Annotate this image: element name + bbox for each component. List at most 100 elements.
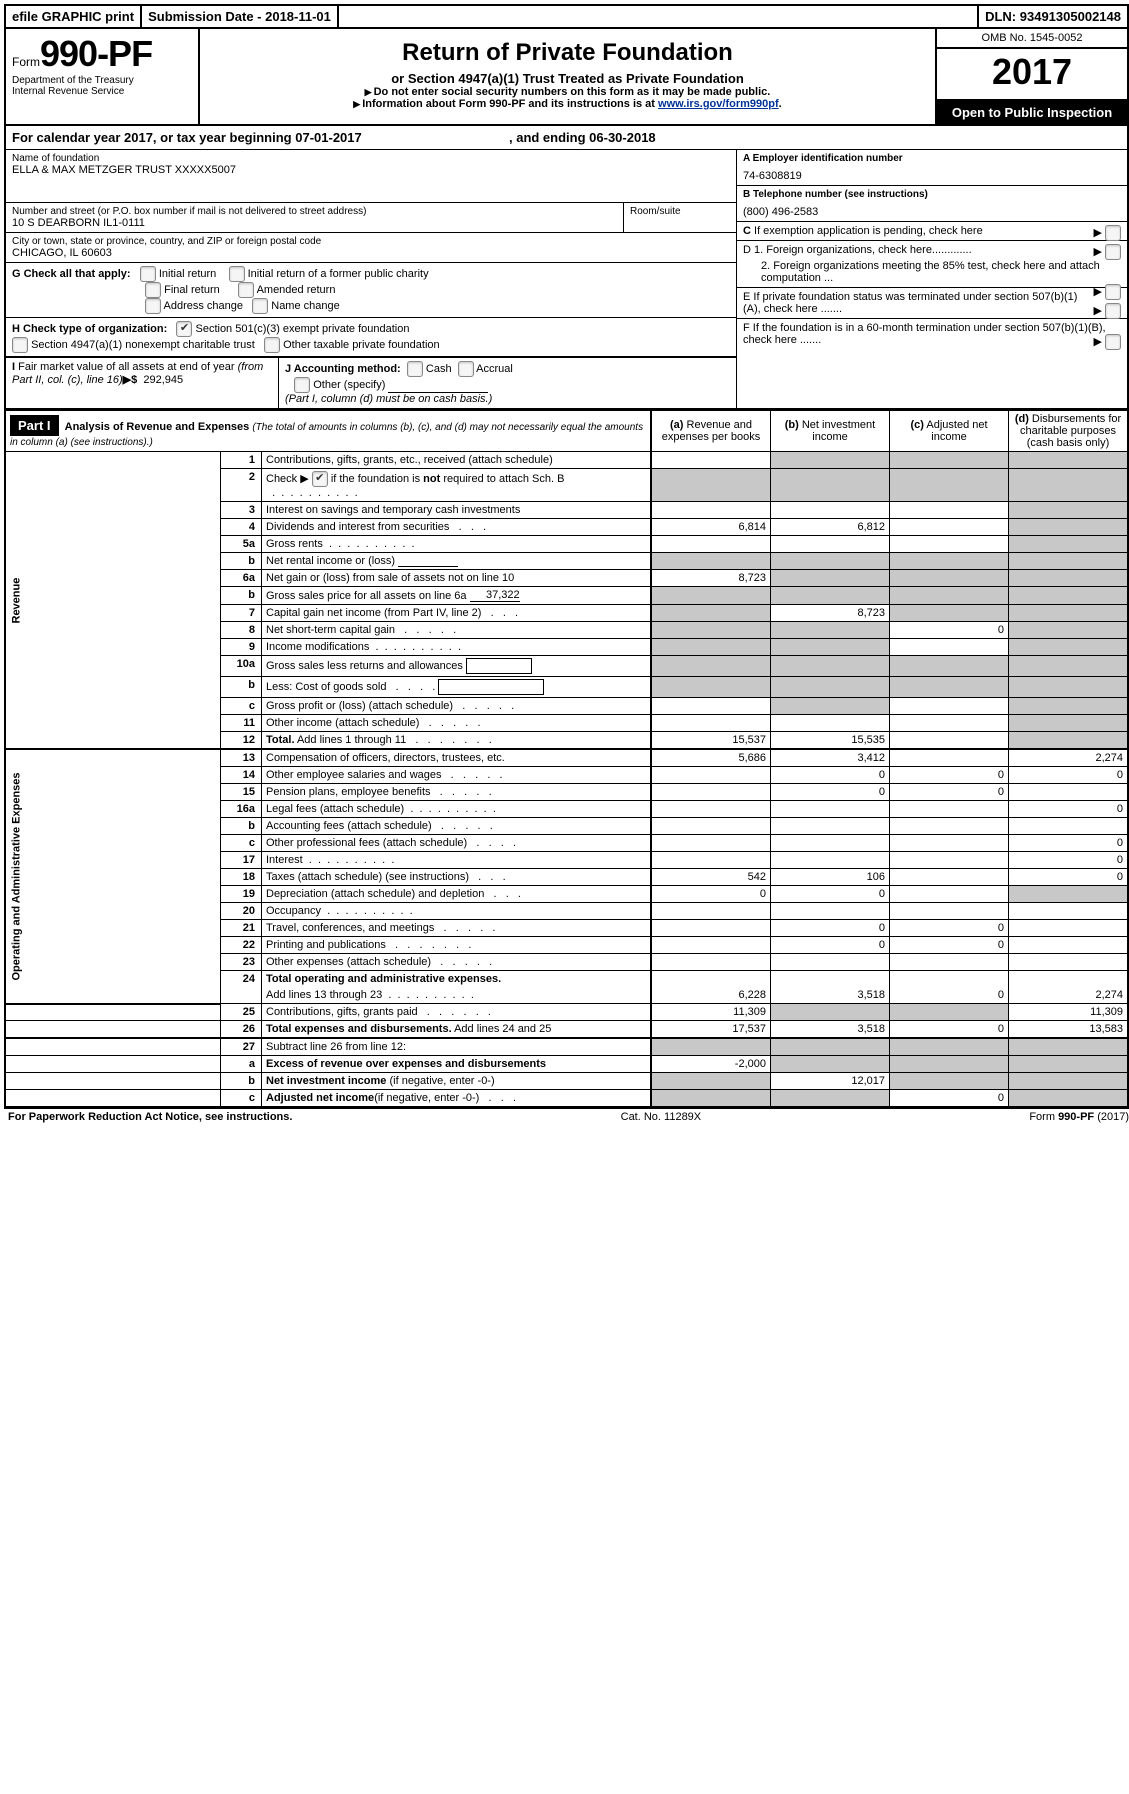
footer-mid: Cat. No. 11289X (621, 1111, 702, 1123)
ein-label: A Employer identification number (743, 153, 903, 164)
section-h: H Check type of organization: Section 50… (6, 318, 736, 357)
ein-value: 74-6308819 (743, 164, 1121, 182)
g-o1: Initial return (159, 268, 216, 280)
part1-title: Analysis of Revenue and Expenses (65, 421, 250, 433)
line-25: 25Contributions, gifts, grants paid . . … (6, 1004, 1127, 1021)
tax-year: 2017 (937, 49, 1127, 101)
note1: Do not enter social security numbers on … (374, 86, 771, 98)
room-label: Room/suite (630, 206, 730, 217)
form-number: Form990-PF (12, 33, 192, 75)
form-no: 990-PF (40, 33, 152, 74)
line-27b: bNet investment income (if negative, ent… (6, 1073, 1127, 1090)
foreign-85-checkbox[interactable] (1105, 284, 1121, 300)
cal-mid: , and ending (509, 130, 589, 145)
g-o4: Amended return (257, 284, 336, 296)
j-cash: Cash (426, 363, 452, 375)
footer-left: For Paperwork Reduction Act Notice, see … (8, 1111, 292, 1123)
form-subtitle: or Section 4947(a)(1) Trust Treated as P… (206, 71, 929, 86)
section-e: E If private foundation status was termi… (737, 288, 1127, 319)
name-change-checkbox[interactable] (252, 298, 268, 314)
form-title: Return of Private Foundation (206, 39, 929, 67)
identity-section: Name of foundation ELLA & MAX METZGER TR… (6, 150, 1127, 409)
line-13: Operating and Administrative Expenses 13… (6, 749, 1127, 767)
page-footer: For Paperwork Reduction Act Notice, see … (4, 1109, 1129, 1125)
line-27: 27Subtract line 26 from line 12: (6, 1038, 1127, 1056)
dln: DLN: 93491305002148 (979, 6, 1127, 27)
accrual-checkbox[interactable] (458, 361, 474, 377)
subdate-value: 2018-11-01 (265, 9, 331, 24)
submission-date: Submission Date - 2018-11-01 (142, 6, 339, 27)
instructions-link[interactable]: www.irs.gov/form990pf (658, 98, 779, 110)
addr-label: Number and street (or P.O. box number if… (12, 206, 617, 217)
h-o3: Other taxable private foundation (283, 339, 440, 351)
final-return-checkbox[interactable] (145, 282, 161, 298)
501c3-checkbox[interactable] (176, 321, 192, 337)
initial-former-checkbox[interactable] (229, 266, 245, 282)
header-right: OMB No. 1545-0052 2017 Open to Public In… (937, 29, 1127, 124)
city-value: CHICAGO, IL 60603 (12, 247, 730, 259)
form-prefix: Form (12, 55, 40, 69)
address-change-checkbox[interactable] (145, 298, 161, 314)
other-taxable-checkbox[interactable] (264, 337, 280, 353)
topbar-spacer (339, 6, 979, 27)
initial-return-checkbox[interactable] (140, 266, 156, 282)
omb-number: OMB No. 1545-0052 (937, 29, 1127, 49)
f-text: F If the foundation is in a 60-month ter… (743, 322, 1106, 346)
4947a1-checkbox[interactable] (12, 337, 28, 353)
j-other: Other (specify) (313, 379, 385, 391)
arrow-icon (353, 98, 362, 110)
d2-text: 2. Foreign organizations meeting the 85%… (743, 260, 1121, 284)
efile-print-btn[interactable]: efile GRAPHIC print (6, 6, 142, 27)
name-label: Name of foundation (12, 153, 730, 164)
line10a-box[interactable] (466, 658, 532, 674)
tel-value: (800) 496-2583 (743, 200, 1121, 218)
j-accrual: Accrual (476, 363, 513, 375)
g-label: G Check all that apply: (12, 268, 131, 280)
d1-text: D 1. Foreign organizations, check here..… (743, 244, 972, 256)
g-o2: Initial return of a former public charit… (248, 268, 429, 280)
dept-label: Department of the Treasury (12, 75, 192, 86)
street-address: 10 S DEARBORN IL1-0111 (12, 217, 617, 229)
section-f: F If the foundation is in a 60-month ter… (737, 319, 1127, 349)
fmv-amount: 292,945 (143, 374, 183, 386)
h-o2: Section 4947(a)(1) nonexempt charitable … (31, 339, 255, 351)
line-1: Revenue 1Contributions, gifts, grants, e… (6, 452, 1127, 469)
line-27c: cAdjusted net income(if negative, enter … (6, 1090, 1127, 1107)
other-method-checkbox[interactable] (294, 377, 310, 393)
line-26: 26Total expenses and disbursements. Add … (6, 1021, 1127, 1039)
subdate-label: Submission Date - (148, 9, 265, 24)
cal-pre: For calendar year 2017, or tax year begi… (12, 130, 295, 145)
arrow-icon (365, 86, 374, 98)
terminated-checkbox[interactable] (1105, 303, 1121, 319)
form-container: efile GRAPHIC print Submission Date - 20… (4, 4, 1129, 1109)
section-j: J Accounting method: Cash Accrual Other … (279, 358, 736, 408)
section-c: C If exemption application is pending, c… (737, 222, 1127, 241)
foundation-name: ELLA & MAX METZGER TRUST XXXXX5007 (12, 164, 730, 176)
60month-checkbox[interactable] (1105, 334, 1121, 350)
schb-checkbox[interactable] (312, 471, 328, 487)
h-label: H Check type of organization: (12, 323, 167, 335)
foreign-org-checkbox[interactable] (1105, 244, 1121, 260)
g-o6: Name change (271, 300, 340, 312)
col-b-hdr: Net investment income (802, 419, 875, 443)
expenses-vertical-label: Operating and Administrative Expenses (6, 749, 221, 1004)
section-d: D 1. Foreign organizations, check here..… (737, 241, 1127, 288)
j-note: (Part I, column (d) must be on cash basi… (285, 393, 492, 405)
section-i: I Fair market value of all assets at end… (6, 358, 279, 408)
footer-right: Form 990-PF (2017) (1029, 1111, 1129, 1123)
tel-label: B Telephone number (see instructions) (743, 189, 928, 200)
amended-return-checkbox[interactable] (238, 282, 254, 298)
part1-badge: Part I (10, 415, 59, 436)
revenue-vertical-label: Revenue (6, 452, 221, 750)
line10b-box[interactable] (438, 679, 544, 695)
cash-checkbox[interactable] (407, 361, 423, 377)
section-g: G Check all that apply: Initial return I… (6, 263, 736, 318)
open-inspection: Open to Public Inspection (937, 101, 1127, 124)
city-label: City or town, state or province, country… (12, 236, 730, 247)
exemption-pending-checkbox[interactable] (1105, 225, 1121, 241)
j-label: J Accounting method: (285, 363, 401, 375)
cal-begin: 07-01-2017 (295, 130, 362, 145)
form-header: Form990-PF Department of the Treasury In… (6, 29, 1127, 126)
col-c-hdr: Adjusted net income (926, 419, 987, 443)
h-o1: Section 501(c)(3) exempt private foundat… (195, 323, 409, 335)
